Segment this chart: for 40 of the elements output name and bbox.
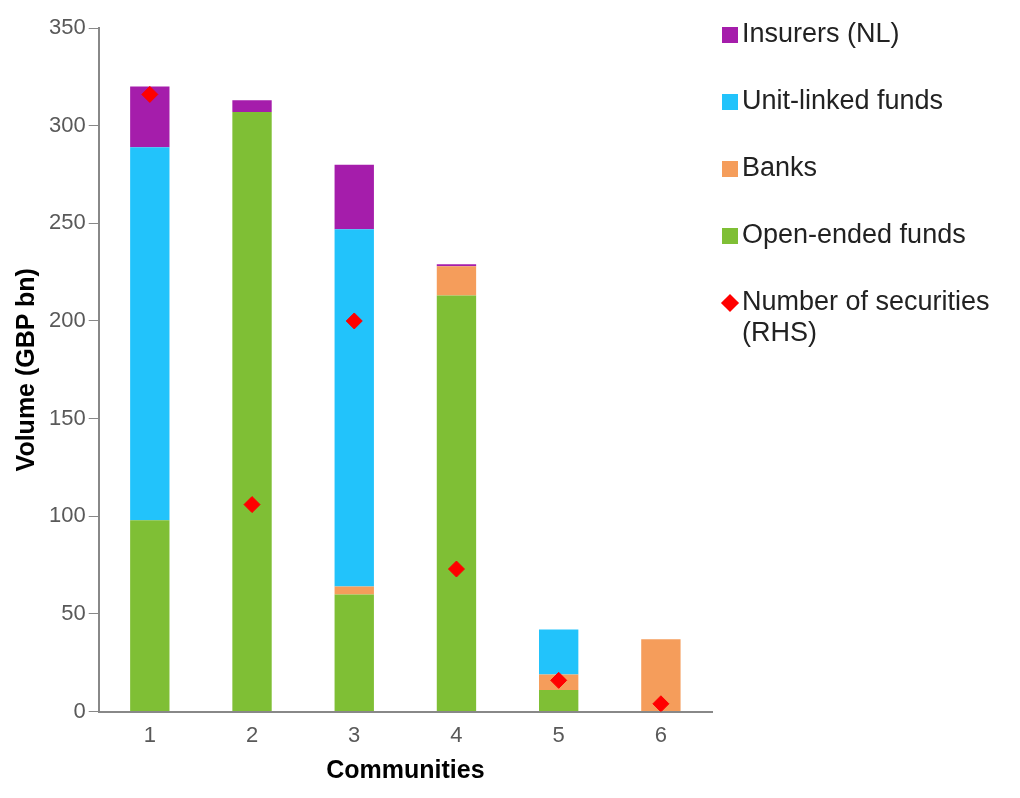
bar bbox=[334, 164, 374, 230]
point bbox=[141, 85, 159, 103]
bar bbox=[334, 229, 374, 587]
y-tick-label: 200 bbox=[48, 307, 86, 333]
bar bbox=[232, 111, 272, 712]
legend-label: Insurers (NL) bbox=[742, 18, 900, 49]
y-tick-label: 50 bbox=[61, 600, 86, 626]
bar bbox=[641, 639, 681, 712]
legend-label: Banks bbox=[742, 152, 818, 183]
bar bbox=[539, 690, 579, 712]
point bbox=[447, 560, 465, 578]
x-tick-label: 1 bbox=[143, 721, 156, 747]
point bbox=[652, 695, 670, 712]
x-tick-label: 4 bbox=[450, 721, 463, 747]
y-tick-label: 250 bbox=[48, 209, 86, 235]
y-tick-label: 0 bbox=[73, 697, 86, 723]
bar bbox=[436, 295, 477, 712]
point bbox=[243, 496, 261, 514]
bar bbox=[130, 520, 170, 712]
y-tick-label: 100 bbox=[48, 502, 86, 528]
bar bbox=[334, 594, 374, 712]
y-tick-label: 300 bbox=[48, 111, 86, 137]
y-axis-title: Volume (GBP bn) bbox=[10, 268, 39, 472]
x-tick-label: 2 bbox=[245, 721, 259, 747]
bar bbox=[130, 86, 170, 148]
x-axis-title: Communities bbox=[326, 754, 485, 783]
x-tick-label: 5 bbox=[552, 721, 565, 747]
y-tick-label: 150 bbox=[48, 404, 86, 430]
x-tick-label: 6 bbox=[654, 721, 668, 747]
bar bbox=[232, 100, 272, 112]
point bbox=[345, 312, 363, 330]
bar bbox=[436, 266, 477, 296]
legend-label: Number of securities (RHS) bbox=[742, 286, 991, 348]
legend-label: Unit-linked funds bbox=[742, 85, 944, 116]
point bbox=[550, 671, 568, 689]
bar bbox=[539, 629, 579, 675]
bar bbox=[130, 147, 170, 521]
y-tick-label: 350 bbox=[48, 14, 86, 40]
legend-label: Open-ended funds bbox=[742, 219, 966, 250]
x-tick-label: 3 bbox=[348, 721, 361, 747]
